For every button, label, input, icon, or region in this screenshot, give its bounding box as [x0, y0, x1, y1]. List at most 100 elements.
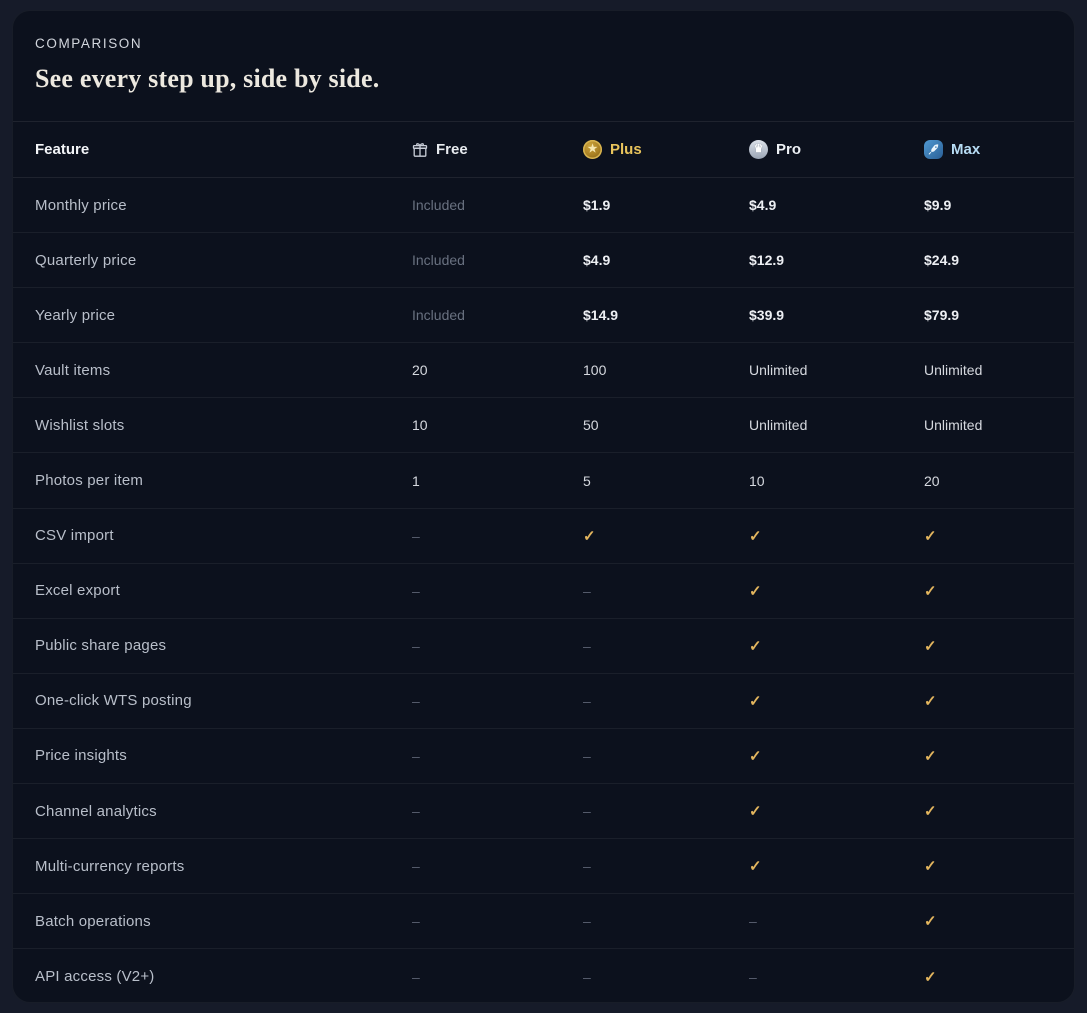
plan-value-free: Included [412, 307, 465, 324]
table-row: Photos per item 1 5 10 20 [13, 453, 1074, 509]
feature-name: Photos per item [35, 472, 144, 490]
feature-name: Channel analytics [35, 802, 157, 820]
plan-value-free: – [412, 913, 420, 930]
feature-name: API access (V2+) [35, 968, 155, 986]
table-row: Batch operations – – – ✓ [13, 894, 1074, 950]
feature-name: Public share pages [35, 637, 167, 655]
plan-value-pro: ✓ [749, 637, 762, 655]
plan-value-max: ✓ [924, 858, 937, 876]
table-row: Price insights – – ✓ ✓ [13, 729, 1074, 785]
plan-value-free: – [412, 637, 420, 654]
feature-name: Yearly price [35, 306, 116, 324]
plan-value-plus: $4.9 [583, 252, 611, 269]
plan-value-free: – [412, 968, 420, 985]
column-header-max: Max [924, 140, 1074, 159]
plan-value-plus: – [583, 968, 591, 985]
plan-value-plus: – [583, 582, 591, 599]
plan-value-plus: – [583, 747, 591, 764]
plan-value-pro: ✓ [749, 803, 762, 821]
plan-value-plus: $1.9 [583, 197, 611, 214]
plan-value-max: $79.9 [924, 307, 960, 324]
plan-value-max: ✓ [924, 747, 937, 765]
column-header-feature: Feature [35, 141, 90, 158]
plan-value-max: ✓ [924, 637, 937, 655]
plan-value-pro: $39.9 [749, 307, 785, 324]
plan-value-max: Unlimited [924, 362, 983, 379]
table-row: Excel export – – ✓ ✓ [13, 564, 1074, 619]
plan-value-max: $9.9 [924, 197, 952, 214]
plan-value-free: 10 [412, 417, 428, 434]
section-eyebrow: COMPARISON [35, 36, 143, 51]
column-header-plus: ★ Plus [583, 140, 749, 159]
plan-value-free: Included [412, 197, 465, 214]
plan-value-pro: $4.9 [749, 197, 777, 214]
plan-value-free: – [412, 582, 420, 599]
plan-value-plus: 5 [583, 472, 591, 489]
card-header: COMPARISON See every step up, side by si… [13, 11, 1074, 121]
plan-value-pro: 10 [749, 472, 765, 489]
feature-name: Price insights [35, 747, 128, 765]
feature-name: Monthly price [35, 196, 127, 214]
table-row: Yearly price Included $14.9 $39.9 $79.9 [13, 288, 1074, 344]
plan-value-plus: ✓ [583, 527, 596, 545]
plan-value-free: 1 [412, 472, 420, 489]
plan-value-pro: Unlimited [749, 417, 808, 434]
table-row: Wishlist slots 10 50 Unlimited Unlimited [13, 398, 1074, 454]
table-row: Vault items 20 100 Unlimited Unlimited [13, 343, 1074, 399]
plan-value-pro: ✓ [749, 582, 762, 600]
plan-value-max: ✓ [924, 527, 937, 545]
plan-value-plus: 100 [583, 362, 607, 379]
plan-value-max: ✓ [924, 692, 937, 710]
column-header-free-label: Free [436, 141, 468, 158]
plan-value-plus: – [583, 803, 591, 820]
table-row: Multi-currency reports – – ✓ ✓ [13, 839, 1074, 895]
plan-value-free: – [412, 747, 420, 764]
feature-name: Multi-currency reports [35, 857, 185, 875]
table-body: Monthly price Included $1.9 $4.9 $9.9 Qu… [13, 178, 1074, 1002]
plan-value-pro: $12.9 [749, 252, 785, 269]
plan-value-plus: 50 [583, 417, 599, 434]
plan-value-plus: – [583, 858, 591, 875]
feature-name: CSV import [35, 527, 114, 545]
table-row: Monthly price Included $1.9 $4.9 $9.9 [13, 178, 1074, 234]
plan-value-plus: – [583, 913, 591, 930]
plan-value-pro: ✓ [749, 858, 762, 876]
feature-name: Wishlist slots [35, 416, 125, 434]
plan-value-max: 20 [924, 472, 940, 489]
plan-value-pro: Unlimited [749, 362, 808, 379]
plan-value-max: Unlimited [924, 417, 983, 434]
page-title: See every step up, side by side. [35, 64, 380, 93]
feature-name: Quarterly price [35, 251, 137, 269]
table-row: Channel analytics – – ✓ ✓ [13, 784, 1074, 840]
plan-value-free: 20 [412, 362, 428, 379]
rocket-badge-icon [924, 140, 943, 159]
column-header-pro: ♛ Pro [749, 140, 924, 159]
plan-value-plus: – [583, 637, 591, 654]
table-row: CSV import – ✓ ✓ ✓ [13, 509, 1074, 564]
plan-value-free: – [412, 692, 420, 709]
plan-value-free: – [412, 858, 420, 875]
plan-value-pro: – [749, 968, 757, 985]
plan-value-max: ✓ [924, 582, 937, 600]
table-row: Public share pages – – ✓ ✓ [13, 619, 1074, 674]
plan-value-plus: – [583, 692, 591, 709]
table-header-row: Feature Free ★ Plus ♛ Pro [13, 121, 1074, 178]
plan-value-max: ✓ [924, 803, 937, 821]
feature-name: Batch operations [35, 912, 151, 930]
column-header-max-label: Max [951, 141, 981, 158]
column-header-free: Free [412, 141, 583, 158]
comparison-card: COMPARISON See every step up, side by si… [12, 10, 1075, 1003]
column-header-plus-label: Plus [610, 141, 642, 158]
plan-value-free: – [412, 803, 420, 820]
feature-name: Excel export [35, 582, 120, 600]
table-row: API access (V2+) – – – ✓ [13, 949, 1074, 1002]
feature-name: Vault items [35, 361, 111, 379]
plan-value-free: Included [412, 252, 465, 269]
plan-value-plus: $14.9 [583, 307, 619, 324]
plan-value-free: – [412, 527, 420, 544]
table-row: One-click WTS posting – – ✓ ✓ [13, 674, 1074, 729]
column-header-pro-label: Pro [776, 141, 802, 158]
plan-value-pro: ✓ [749, 527, 762, 545]
table-row: Quarterly price Included $4.9 $12.9 $24.… [13, 233, 1074, 289]
plan-value-max: $24.9 [924, 252, 960, 269]
